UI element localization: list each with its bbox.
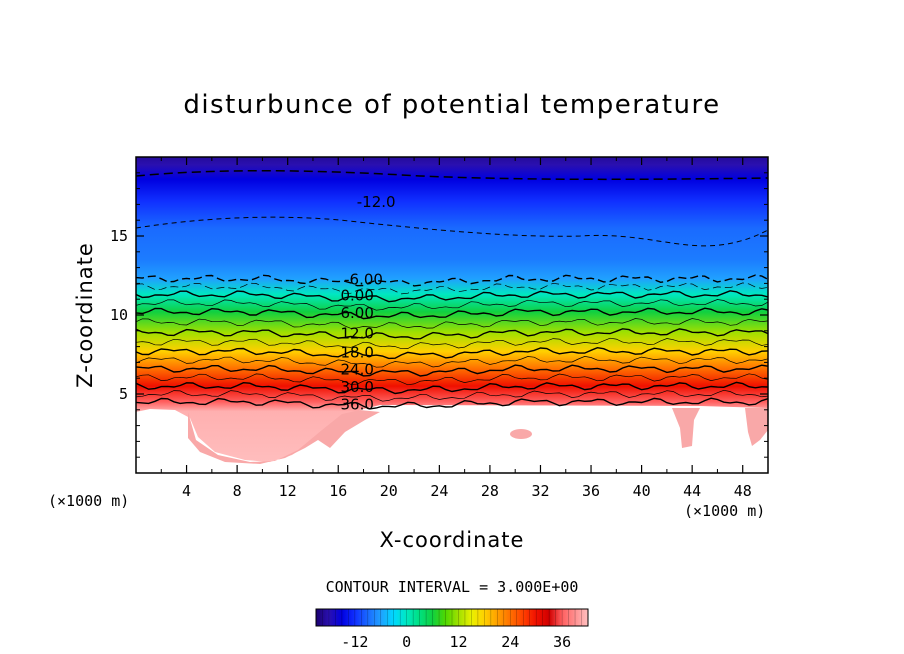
contour-label: -12.0 [357,193,396,211]
contour-label: -6.00 [344,271,383,289]
y-tick-label: 10 [110,306,128,324]
contour-line [136,299,768,311]
contour-line [136,346,768,360]
x-tick-label: 12 [279,482,297,500]
y-tick-label: 5 [119,385,128,403]
colorbar-tick-label: -12 [341,633,368,651]
right-warm-anomaly [672,408,700,448]
contour-line [136,307,768,320]
lower-warm-anomaly [188,410,380,464]
colorbar-ticks: -12 0 12 24 36 [322,609,582,651]
x-axis-ticks: 4 8 12 16 20 24 28 32 36 40 44 48 [160,157,752,500]
mountain-mask [136,405,768,473]
chart-title: disturbunce of potential temperature [183,90,720,120]
colorbar-tick-label: 36 [553,633,571,651]
x-tick-label: 48 [734,482,752,500]
upper-dashed-contour [136,169,768,181]
small-warm-anomaly [510,429,532,439]
x-tick-label: 4 [182,482,191,500]
y-tick-label: 15 [110,227,128,245]
contour-line [136,318,768,329]
colorbar-tick-label: 12 [449,633,467,651]
contour-label: 24.0 [340,361,373,379]
contour-line [136,397,768,410]
contour-line [136,290,768,303]
contour-lines [136,274,768,410]
x-unit-left: (×1000 m) [48,492,129,510]
x-axis-label: X-coordinate [380,528,525,552]
x-unit-right: (×1000 m) [684,502,765,520]
right-edge-warm-anomaly [745,408,768,446]
contour-label: 12.0 [340,324,373,342]
contour-line [136,328,768,340]
contour-line [136,381,768,395]
contour-line [136,337,768,350]
contour-line [136,356,768,368]
contour-line [136,364,768,377]
contour-interval: CONTOUR INTERVAL = 3.000E+00 [326,578,579,596]
contour-label: 0.00 [340,286,373,304]
y-axis-ticks: 5 10 15 [110,172,768,458]
contour-label: 36.0 [340,395,373,413]
contour-labels: -12.0 -6.000.006.00 12.018.024.030.036.0 [340,193,395,413]
x-tick-label: 20 [380,482,398,500]
x-tick-label: 16 [329,482,347,500]
plot-field [136,157,768,473]
upper-thin-contour [136,216,768,247]
contour-label: 18.0 [340,343,373,361]
contour-line [136,389,768,402]
x-tick-label: 40 [633,482,651,500]
x-tick-label: 8 [233,482,242,500]
x-tick-label: 28 [481,482,499,500]
contour-label: 30.0 [340,378,373,396]
contour-line [136,282,768,295]
contour-line [136,373,768,386]
x-tick-label: 32 [531,482,549,500]
x-tick-label: 36 [582,482,600,500]
contour-line [136,274,768,287]
x-tick-label: 44 [683,482,701,500]
x-tick-label: 24 [430,482,448,500]
y-axis-label: Z-coordinate [73,242,97,388]
colorbar-tick-label: 24 [501,633,519,651]
contour-label: 6.00 [340,304,373,322]
colorbar-tick-label: 0 [402,633,411,651]
